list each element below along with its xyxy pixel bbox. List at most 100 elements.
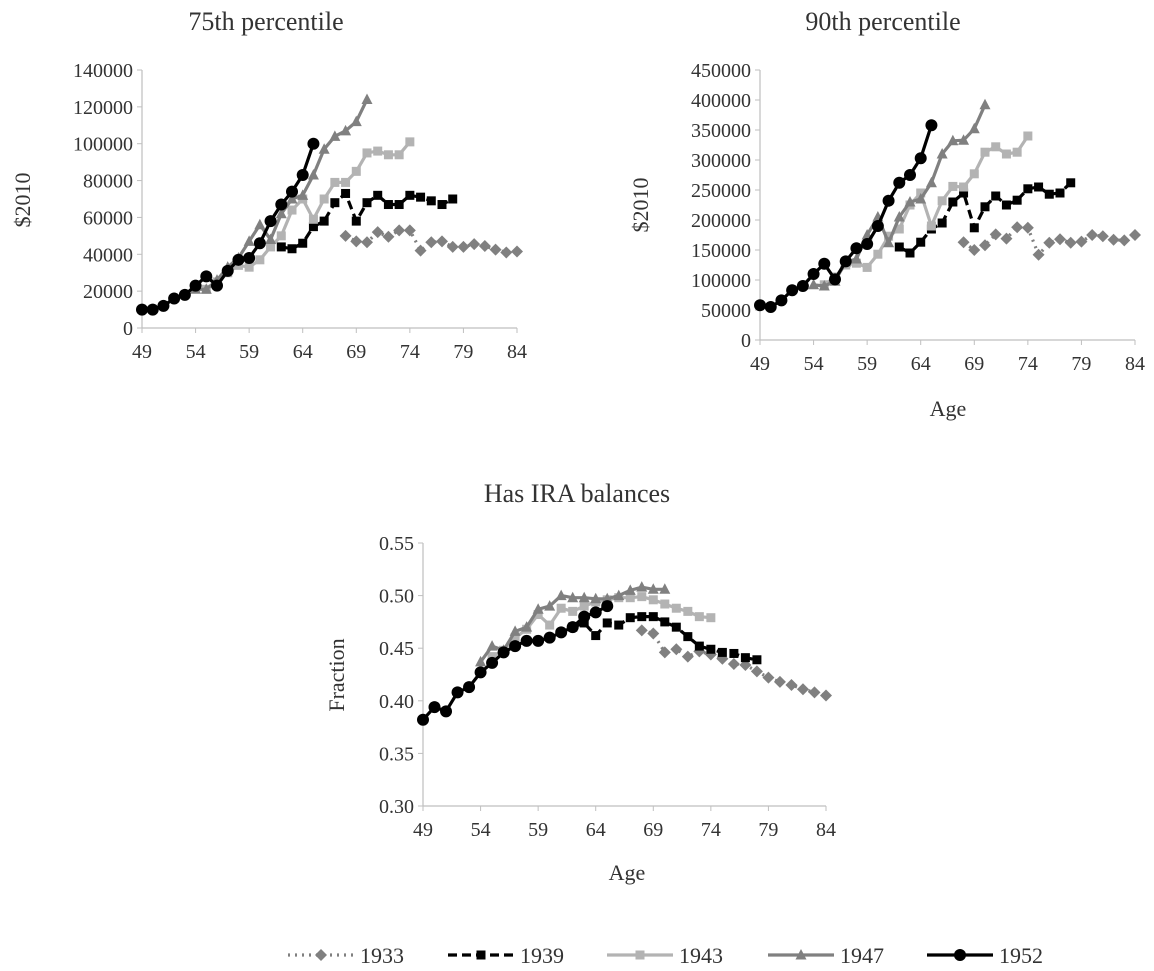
data-point-1947 — [979, 98, 991, 110]
y-tick-label: 0.35 — [379, 743, 414, 765]
data-point-1947 — [624, 584, 636, 595]
y-tick-label: 0.50 — [379, 586, 414, 608]
data-point-1943 — [373, 146, 383, 156]
series-layer — [417, 581, 832, 726]
data-point-1947 — [297, 189, 309, 200]
data-point-1947 — [883, 236, 895, 248]
data-point-1952 — [904, 169, 916, 181]
series-1952 — [136, 137, 320, 316]
data-point-1933 — [989, 228, 1002, 241]
data-point-1939 — [991, 191, 1001, 201]
x-tick-label: 64 — [586, 819, 606, 841]
data-point-1947 — [286, 193, 298, 204]
y-axis-label: Fraction — [324, 638, 349, 711]
legend-label: 1933 — [360, 943, 404, 968]
x-tick-label: 69 — [964, 353, 984, 375]
data-point-1947 — [243, 235, 255, 246]
data-point-1952 — [786, 284, 799, 297]
data-point-1933 — [773, 675, 786, 688]
data-point-1952 — [307, 137, 320, 150]
data-point-1933 — [670, 643, 683, 656]
data-point-1933 — [1054, 233, 1066, 246]
data-point-1952 — [925, 119, 938, 132]
y-tick-label: 300000 — [691, 150, 751, 172]
data-point-1933 — [681, 650, 694, 663]
series-1933 — [957, 221, 1141, 261]
x-axis-label: Age — [930, 396, 967, 421]
data-point-1933 — [635, 624, 648, 637]
data-point-1947 — [578, 591, 590, 603]
y-tick-label: 250000 — [691, 180, 751, 202]
data-point-1943 — [926, 221, 936, 231]
series-1939 — [276, 188, 458, 254]
data-point-1943 — [1001, 149, 1011, 159]
data-point-1939 — [319, 216, 329, 226]
data-point-1952 — [157, 299, 170, 312]
data-point-1943 — [862, 262, 872, 272]
chart-title: 75th percentile — [188, 7, 343, 36]
x-tick-label: 84 — [816, 819, 836, 841]
data-point-1939 — [660, 617, 670, 627]
data-point-1939 — [602, 618, 612, 628]
data-point-1943 — [244, 262, 254, 272]
data-point-1943 — [706, 613, 716, 623]
data-point-1952 — [775, 294, 788, 307]
data-point-1947 — [850, 253, 862, 264]
data-point-1947 — [601, 592, 613, 604]
axes: 0 50000 100000 150000 200000 250000 300000 3500… — [691, 60, 1145, 375]
data-point-1947 — [613, 589, 625, 601]
y-tick-label: 0.45 — [379, 638, 414, 660]
y-tick-label: 100000 — [73, 134, 133, 156]
data-point-1939 — [648, 612, 658, 622]
data-point-1952 — [839, 255, 852, 268]
data-point-1939 — [905, 248, 915, 258]
data-point-1947 — [200, 283, 212, 294]
data-point-1952 — [914, 152, 927, 165]
data-point-1943 — [648, 595, 658, 605]
data-point-1943 — [959, 182, 969, 192]
data-point-1939 — [1001, 200, 1011, 210]
data-point-1939 — [287, 244, 297, 254]
data-point-1943 — [969, 169, 979, 179]
data-point-1939 — [308, 222, 318, 232]
x-tick-label: 84 — [507, 341, 527, 363]
legend-label: 1939 — [520, 943, 564, 968]
data-point-1939 — [729, 648, 739, 658]
data-point-1939 — [894, 242, 904, 252]
data-point-1947 — [532, 603, 544, 614]
data-point-1952 — [463, 681, 476, 694]
legend-label: 1947 — [840, 943, 884, 968]
data-point-1952 — [555, 626, 568, 639]
data-point-1943 — [362, 148, 372, 158]
data-point-1933 — [436, 235, 448, 248]
data-point-1939 — [405, 190, 415, 200]
data-point-1952 — [532, 634, 545, 647]
data-point-1939 — [948, 197, 958, 207]
data-point-1933 — [1000, 232, 1013, 245]
data-point-1939 — [980, 202, 990, 212]
x-tick-label: 49 — [132, 341, 152, 363]
data-point-1947 — [636, 581, 648, 592]
data-point-1933 — [658, 646, 671, 659]
data-point-1933 — [361, 236, 373, 249]
axes: 0 20000 40000 60000 80000 100000 120000 140000 4… — [73, 60, 527, 363]
y-axis-label: $2010 — [628, 178, 653, 233]
data-point-1952 — [474, 666, 487, 679]
data-point-1947 — [567, 591, 579, 603]
series-1933 — [635, 624, 832, 702]
data-point-1939 — [717, 647, 727, 657]
data-point-1943 — [276, 231, 286, 241]
data-point-1952 — [232, 253, 245, 266]
data-point-1933 — [371, 226, 384, 239]
data-point-1939 — [579, 618, 589, 628]
data-point-1947 — [659, 583, 671, 594]
y-tick-label: 150000 — [691, 240, 751, 262]
data-point-1947 — [904, 196, 916, 207]
data-point-1933 — [1096, 230, 1109, 243]
data-point-1939 — [671, 622, 681, 632]
data-point-1939 — [362, 198, 372, 208]
x-tick-label: 54 — [471, 819, 491, 841]
data-point-1939 — [1012, 195, 1022, 205]
x-tick-label: 79 — [453, 341, 473, 363]
data-point-1933 — [1107, 233, 1120, 246]
